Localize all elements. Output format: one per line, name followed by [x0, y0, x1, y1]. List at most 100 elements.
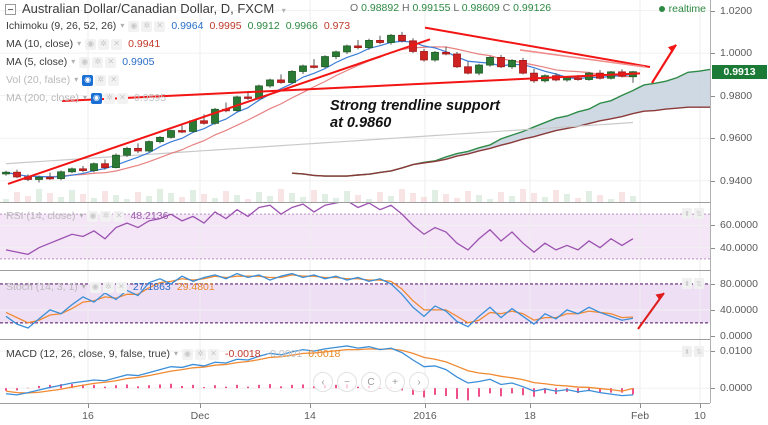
time-axis-label-3: 2016 [413, 410, 437, 422]
chevron-down-icon[interactable]: ▾ [281, 6, 286, 15]
move-pane-icon[interactable]: ⇅ [694, 278, 704, 289]
eye-icon[interactable]: ◉ [89, 281, 101, 293]
legend-value-ichimoku-3: 0.9966 [285, 20, 318, 32]
macd-signal-value: -0.0001 [266, 348, 303, 360]
eye-icon[interactable]: ◉ [79, 56, 91, 68]
legend-buttons-vol-20[interactable]: ◉ ✲ ✕ [82, 74, 120, 86]
stoch-legend-buttons[interactable]: ◉ ✲ ✕ [89, 281, 127, 293]
sub-axis-tick [711, 335, 715, 337]
close-icon[interactable]: ✕ [105, 56, 117, 68]
legend-vol-20[interactable]: Vol (20, false) ▾ ◉ ✲ ✕ [6, 74, 125, 86]
chevron-down-icon[interactable]: ▾ [120, 21, 125, 30]
macd-line-value: -0.0018 [225, 348, 261, 360]
stoch-legend-title: Stoch (14, 3, 1) [6, 281, 78, 293]
close-icon[interactable]: ✕ [111, 38, 123, 50]
close-value: 0.99126 [513, 2, 552, 14]
low-label: L [453, 2, 459, 14]
eye-icon[interactable]: ◉ [128, 20, 140, 32]
high-label: H [401, 2, 410, 14]
maximize-pane-icon[interactable]: ⬍ [682, 346, 692, 357]
move-pane-icon[interactable]: ⇅ [694, 208, 704, 219]
macd-legend-buttons[interactable]: ◉ ✲ ✕ [182, 348, 219, 360]
eye-icon[interactable]: ◉ [182, 348, 193, 360]
maximize-pane-icon[interactable]: ⬍ [682, 208, 692, 219]
zoom-out-button[interactable]: − [337, 372, 357, 392]
chevron-down-icon[interactable]: ▾ [77, 39, 82, 48]
time-axis-label-4: 18 [524, 410, 536, 422]
gear-icon[interactable]: ✲ [95, 74, 107, 86]
legend-buttons-ma-10[interactable]: ◉ ✲ ✕ [85, 38, 123, 50]
maximize-pane-icon[interactable]: ⬍ [682, 278, 692, 289]
time-axis[interactable]: 16 Dec 14 2016 18 Feb 10 [0, 403, 710, 425]
time-tick [200, 404, 201, 408]
sub-axis-tick [711, 225, 715, 227]
gear-icon[interactable]: ✲ [92, 56, 104, 68]
legend-buttons-ichimoku[interactable]: ◉ ✲ ✕ [128, 20, 166, 32]
scroll-right-button[interactable]: › [409, 372, 429, 392]
sub-axis-tick [711, 351, 715, 353]
eye-icon[interactable]: ◉ [85, 38, 97, 50]
symbol-title[interactable]: Australian Dollar/Canadian Dollar, D, FX… [22, 1, 290, 16]
symbol-title-text: Australian Dollar/Canadian Dollar, D, FX… [22, 1, 275, 16]
macd-legend-title: MACD (12, 26, close, 9, false, true) [6, 348, 170, 360]
stoch-k-value: 27.1863 [132, 281, 171, 293]
time-tick [425, 404, 426, 408]
legend-ma-5[interactable]: MA (5, close) ▾ ◉ ✲ ✕ 0.9905 [6, 56, 160, 68]
chevron-down-icon[interactable]: ▾ [79, 211, 84, 220]
scroll-left-button[interactable]: ‹ [313, 372, 333, 392]
collapse-pane-icon[interactable] [5, 4, 16, 15]
pane-divider-3[interactable] [0, 339, 768, 340]
zoom-in-button[interactable]: + [385, 372, 405, 392]
close-icon[interactable]: ✕ [208, 348, 219, 360]
move-pane-icon[interactable]: ⇅ [694, 346, 704, 357]
time-tick [310, 404, 311, 408]
chevron-down-icon[interactable]: ▾ [81, 282, 86, 291]
last-price-badge[interactable]: 0.9913 [712, 64, 767, 79]
rsi-pane[interactable] [0, 203, 710, 270]
legend-buttons-ma-200[interactable]: ◉ ✲ ✕ [90, 92, 128, 104]
macd-pane-tools[interactable]: ⬍ ⇅ [682, 346, 704, 357]
rsi-legend-buttons[interactable]: ◉ ✲ ✕ [87, 210, 125, 222]
eye-icon[interactable]: ◉ [82, 74, 94, 86]
gear-icon[interactable]: ✲ [141, 20, 153, 32]
close-icon[interactable]: ✕ [108, 74, 120, 86]
close-icon[interactable]: ✕ [115, 281, 127, 293]
close-icon[interactable]: ✕ [113, 210, 125, 222]
open-value: 0.98892 [361, 2, 400, 14]
legend-ma-200[interactable]: MA (200, close) ▾ ◉ ✲ ✕ 0.9595 [6, 92, 172, 104]
chevron-down-icon[interactable]: ▾ [173, 349, 178, 358]
legend-value-ma-200-0: 0.9595 [133, 92, 167, 104]
chevron-down-icon[interactable]: ▾ [71, 57, 76, 66]
chevron-down-icon[interactable]: ▾ [74, 75, 79, 84]
rsi-legend[interactable]: RSI (14, close) ▾ ◉ ✲ ✕ 48.2136 [6, 210, 174, 222]
eye-icon[interactable]: ◉ [87, 210, 99, 222]
price-tick [711, 53, 715, 55]
gear-icon[interactable]: ✲ [100, 210, 112, 222]
price-axis[interactable]: 1.0200 1.0000 0.9800 0.9600 0.9400 0.9913 60.0… [710, 0, 768, 403]
gear-icon[interactable]: ✲ [102, 281, 114, 293]
sub-axis-tick [711, 309, 715, 311]
legend-ichimoku[interactable]: Ichimoku (9, 26, 52, 26) ▾ ◉ ✲ ✕ 0.9964 0.9995… [6, 20, 356, 32]
rsi-pane-tools[interactable]: ⬍ ⇅ [682, 208, 704, 219]
reset-chart-button[interactable]: C [361, 372, 381, 392]
pane-divider-2[interactable] [0, 270, 768, 271]
legend-buttons-ma-5[interactable]: ◉ ✲ ✕ [79, 56, 117, 68]
price-tick [711, 138, 715, 140]
chart-nav-toolbar[interactable]: ‹ − C + › [313, 372, 429, 392]
macd-legend[interactable]: MACD (12, 26, close, 9, false, true) ▾ ◉… [6, 348, 346, 360]
macd-pane[interactable] [0, 340, 710, 403]
price-axis-label-2: 0.9800 [720, 89, 753, 102]
chevron-down-icon[interactable]: ▾ [82, 93, 87, 102]
stoch-legend[interactable]: Stoch (14, 3, 1) ▾ ◉ ✲ ✕ 27.1863 29.4801 [6, 281, 221, 293]
close-icon[interactable]: ✕ [116, 92, 128, 104]
gear-icon[interactable]: ✲ [98, 38, 110, 50]
sub-axis-tick [711, 247, 715, 249]
gear-icon[interactable]: ✲ [103, 92, 115, 104]
rsi-value: 48.2136 [130, 210, 169, 222]
close-icon[interactable]: ✕ [154, 20, 166, 32]
eye-icon[interactable]: ◉ [90, 92, 102, 104]
stoch-pane-tools[interactable]: ⬍ ⇅ [682, 278, 704, 289]
pane-divider-1[interactable] [0, 202, 768, 203]
legend-ma-10[interactable]: MA (10, close) ▾ ◉ ✲ ✕ 0.9941 [6, 38, 166, 50]
gear-icon[interactable]: ✲ [195, 348, 206, 360]
